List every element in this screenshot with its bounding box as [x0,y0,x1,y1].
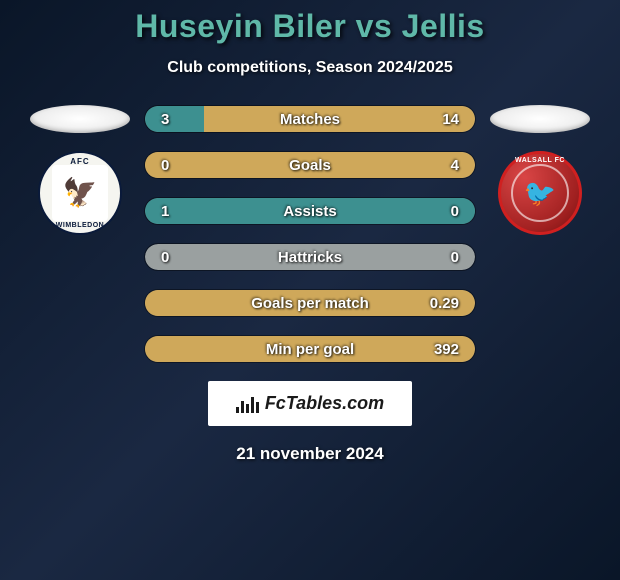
stat-left-value: 3 [161,111,169,128]
comparison-card: Huseyin Biler vs Jellis Club competition… [0,0,620,580]
stat-right-value: 0 [451,203,459,220]
footer: FcTables.com 21 november 2024 [208,381,412,464]
content-row: AFC 🦅 WIMBLEDON 3 Matches 14 0 Goals 4 1 Assist… [0,105,620,363]
stat-label: Goals [289,157,331,174]
stat-label: Assists [283,203,336,220]
stat-bar: 1 Assists 0 [144,197,476,225]
brand-text: FcTables.com [265,393,384,414]
bird-icon: 🐦 [524,178,556,209]
subtitle: Club competitions, Season 2024/2025 [167,59,452,77]
left-crest-top-text: AFC [70,157,89,166]
stat-bar: 0 Goals 4 [144,151,476,179]
right-ellipse-decoration [490,105,590,133]
stat-label: Hattricks [278,249,342,266]
date-text: 21 november 2024 [236,444,383,464]
stat-bar: 3 Matches 14 [144,105,476,133]
stat-label: Goals per match [251,295,369,312]
stat-right-value: 4 [451,157,459,174]
left-team-crest: AFC 🦅 WIMBLEDON [38,151,122,235]
right-crest-top-text: WALSALL FC [515,157,565,164]
chart-icon [236,395,259,413]
left-ellipse-decoration [30,105,130,133]
left-crest-bottom-text: WIMBLEDON [56,222,104,229]
stat-left-value: 0 [161,249,169,266]
stat-left-value: 0 [161,157,169,174]
stat-bar: 0 Hattricks 0 [144,243,476,271]
stat-right-value: 0.29 [430,295,459,312]
eagle-icon: 🦅 [63,179,98,207]
right-team-crest: WALSALL FC 🐦 [498,151,582,235]
left-team-column: AFC 🦅 WIMBLEDON [20,105,140,235]
stat-bar: Min per goal 392 [144,335,476,363]
stat-bar-left-fill [145,106,204,132]
stat-label: Matches [280,111,340,128]
page-title: Huseyin Biler vs Jellis [135,8,484,45]
stat-right-value: 0 [451,249,459,266]
stat-left-value: 1 [161,203,169,220]
right-team-column: WALSALL FC 🐦 [480,105,600,235]
stat-label: Min per goal [266,341,354,358]
stat-bar: Goals per match 0.29 [144,289,476,317]
brand-logo: FcTables.com [208,381,412,426]
left-crest-inner: 🦅 [52,165,108,221]
stat-right-value: 392 [434,341,459,358]
stat-bars: 3 Matches 14 0 Goals 4 1 Assists 0 0 Hattricks 0 Goa… [140,105,480,363]
stat-right-value: 14 [442,111,459,128]
